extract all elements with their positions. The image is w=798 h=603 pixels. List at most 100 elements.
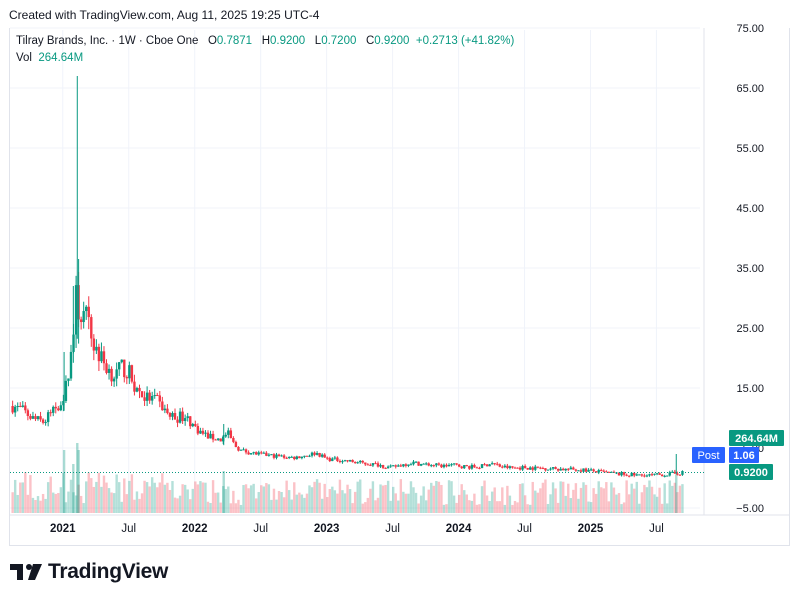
candle-body (29, 415, 32, 419)
candle (361, 460, 364, 464)
created-with-header: Created with TradingView.com, Aug 11, 20… (9, 8, 320, 22)
candle-body (546, 469, 550, 471)
candle (549, 467, 552, 471)
volume-bar (445, 504, 448, 513)
candle-body (173, 413, 177, 420)
x-tick-label: Jul (121, 523, 136, 535)
ohlc-legend: Tilray Brands, Inc. · 1W · Cboe One O0.7… (16, 35, 514, 47)
candle (440, 463, 443, 469)
volume-bar (57, 493, 60, 513)
low-label: L (314, 35, 322, 47)
candle-body (594, 471, 598, 473)
candle-body (310, 452, 314, 456)
candle-body (272, 454, 276, 458)
candle (74, 275, 78, 348)
candle-body (572, 467, 575, 470)
volume-bar (640, 492, 644, 513)
volume-bar (392, 486, 395, 513)
candle-body (232, 437, 235, 442)
candle (128, 361, 131, 384)
candle-body (371, 463, 375, 466)
volume-bar (227, 486, 230, 513)
volume-bar (166, 482, 169, 513)
candle-body (424, 463, 428, 465)
candle (650, 472, 654, 477)
candle-body (480, 464, 484, 469)
candle (452, 463, 456, 466)
spike-volume-bar (72, 464, 75, 513)
volume-bar (556, 502, 560, 513)
candle (41, 418, 45, 425)
candle-body (676, 473, 679, 475)
candle (267, 453, 271, 457)
candle-body (44, 422, 47, 424)
last-price-badge-bg (729, 464, 773, 480)
symbol-title[interactable]: Tilray Brands, Inc. · 1W · Cboe One (16, 35, 199, 47)
candle (39, 411, 42, 422)
candle (526, 467, 529, 470)
candle-body (412, 461, 415, 465)
candle-body (592, 469, 595, 472)
candle (419, 463, 423, 467)
volume-bar (333, 490, 337, 513)
candle-body (280, 455, 283, 457)
spike-volume-bar (62, 450, 66, 513)
volume-bar (455, 502, 458, 513)
candle (620, 471, 623, 477)
candle (465, 464, 468, 467)
candle-body (163, 408, 167, 411)
volume-bar (72, 492, 75, 513)
volume-bar (315, 479, 319, 513)
volume-bar (625, 480, 628, 513)
candle-body (275, 454, 278, 458)
volume-bar (298, 492, 301, 513)
candle (676, 471, 679, 476)
candle-body (87, 306, 90, 318)
candle (359, 460, 362, 464)
volume-bar (282, 497, 286, 513)
candle-body (526, 468, 529, 470)
candle-body (503, 465, 507, 468)
candle (341, 459, 344, 464)
volume-bar (620, 504, 623, 513)
candle-body (673, 471, 677, 474)
volume-bar (574, 483, 578, 513)
candle-body (262, 452, 266, 454)
volume-bar (270, 499, 273, 513)
candle (252, 451, 255, 455)
volume-bar (287, 490, 291, 513)
volume-bar (171, 481, 174, 513)
tradingview-logo[interactable]: TradingView (10, 560, 168, 584)
candle-body (34, 416, 37, 420)
candle (69, 344, 73, 381)
volume-bar (229, 503, 233, 513)
candle-body (417, 461, 420, 466)
volume-bar (105, 482, 108, 513)
volume-bar (19, 482, 22, 513)
volume-bar (29, 475, 32, 513)
volume-bar (62, 472, 65, 513)
candle-body (369, 464, 372, 466)
volume-bar (328, 489, 331, 513)
volume-bar (183, 484, 187, 513)
volume-bar (130, 474, 134, 513)
volume-bar (424, 500, 428, 513)
candle (417, 461, 420, 466)
volume-bar (660, 503, 664, 513)
volume-bar (90, 478, 93, 513)
candle-body (407, 464, 410, 466)
candle-body (26, 410, 30, 416)
candle-body (204, 432, 207, 434)
candle (402, 464, 405, 468)
candle (353, 461, 357, 464)
volume-bar (485, 495, 489, 513)
candle (643, 473, 646, 478)
candle-body (351, 459, 354, 463)
volume-label[interactable]: Vol (16, 52, 32, 64)
volume-bar (673, 482, 677, 513)
volume-bar (460, 484, 463, 513)
candle-body (655, 473, 659, 475)
candles (11, 76, 684, 478)
candle-body (620, 472, 623, 476)
